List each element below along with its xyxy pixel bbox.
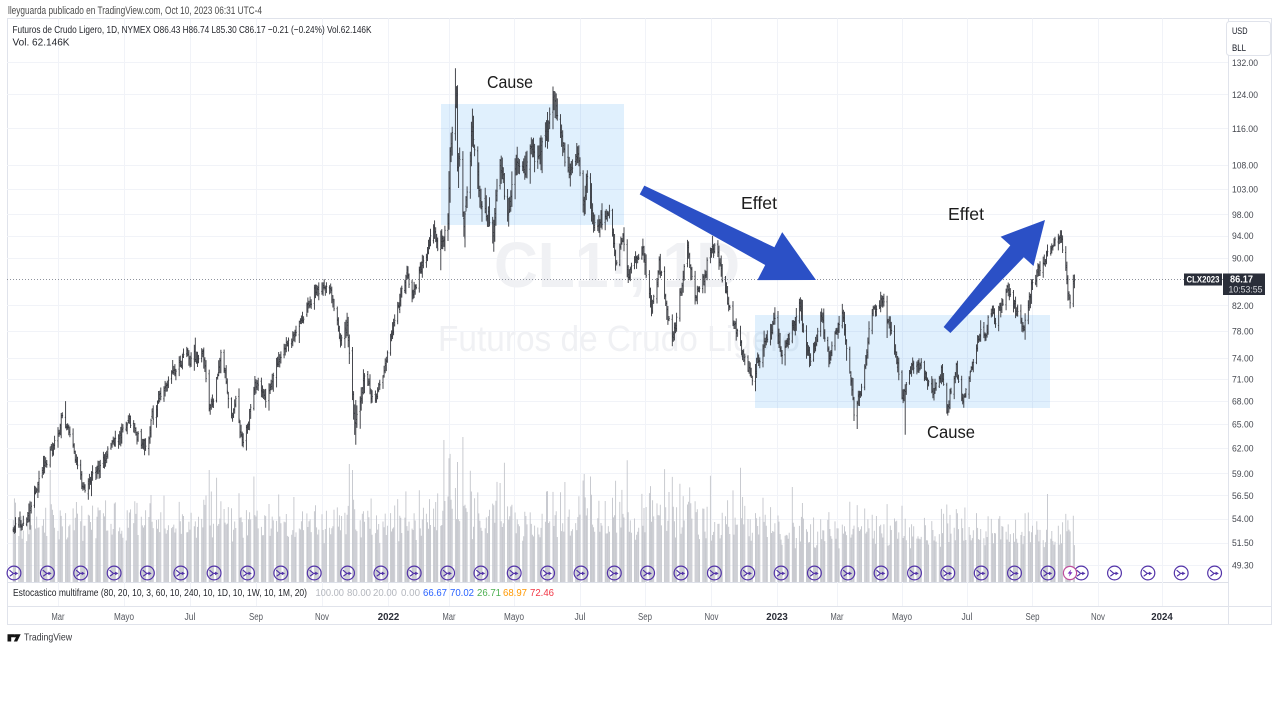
svg-text:10:53:55: 10:53:55 [1229, 285, 1263, 295]
svg-text:124.00: 124.00 [1232, 90, 1258, 101]
svg-text:Effet: Effet [741, 193, 777, 213]
svg-text:90.00: 90.00 [1232, 253, 1254, 264]
svg-text:Vol. 62.146K: Vol. 62.146K [13, 37, 70, 49]
svg-text:Jul: Jul [962, 612, 973, 623]
svg-text:116.00: 116.00 [1232, 124, 1258, 135]
svg-text:lleyguarda publicado en Tradin: lleyguarda publicado en TradingView.com,… [8, 5, 262, 17]
svg-text:Futuros de Crudo Ligero, 1D, N: Futuros de Crudo Ligero, 1D, NYMEX O86.4… [13, 24, 372, 36]
svg-text:Futuros de Crudo Ligero: Futuros de Crudo Ligero [438, 318, 800, 359]
svg-text:86.17: 86.17 [1230, 275, 1253, 286]
svg-text:Estocastico multiframe (80, 20: Estocastico multiframe (80, 20, 10, 3, 6… [13, 587, 307, 599]
svg-text:132.00: 132.00 [1232, 58, 1258, 69]
svg-text:Sep: Sep [1026, 612, 1040, 623]
svg-text:Mar: Mar [52, 612, 65, 623]
svg-text:74.00: 74.00 [1232, 353, 1254, 364]
svg-text:103.00: 103.00 [1232, 185, 1258, 196]
svg-text:Jul: Jul [575, 612, 586, 623]
svg-text:59.00: 59.00 [1232, 469, 1254, 480]
svg-text:65.00: 65.00 [1232, 419, 1254, 430]
svg-text:Nov: Nov [315, 612, 329, 623]
svg-text:26.71: 26.71 [477, 588, 501, 599]
svg-text:108.00: 108.00 [1232, 160, 1258, 171]
svg-text:0.00: 0.00 [401, 588, 420, 599]
svg-text:82.00: 82.00 [1232, 301, 1254, 312]
svg-text:Effet: Effet [948, 204, 984, 224]
svg-text:Cause: Cause [927, 422, 975, 442]
svg-text:100.00: 100.00 [316, 588, 345, 599]
svg-text:68.00: 68.00 [1232, 396, 1254, 407]
svg-text:Sep: Sep [249, 612, 263, 623]
svg-text:54.00: 54.00 [1232, 514, 1254, 525]
svg-text:Mar: Mar [831, 612, 844, 623]
svg-text:Jul: Jul [185, 612, 196, 623]
svg-text:98.00: 98.00 [1232, 210, 1254, 221]
svg-text:2022: 2022 [378, 612, 400, 623]
svg-text:Nov: Nov [705, 612, 719, 623]
svg-text:Mar: Mar [443, 612, 456, 623]
svg-text:Sep: Sep [638, 612, 652, 623]
svg-text:TradingView: TradingView [24, 632, 72, 644]
svg-text:Mayo: Mayo [504, 612, 524, 623]
svg-text:Nov: Nov [1091, 612, 1105, 623]
svg-text:80.00: 80.00 [347, 588, 371, 599]
svg-text:62.00: 62.00 [1232, 444, 1254, 455]
svg-text:66.67: 66.67 [423, 588, 447, 599]
svg-text:94.00: 94.00 [1232, 231, 1254, 242]
svg-text:56.50: 56.50 [1232, 491, 1254, 502]
svg-text:USD: USD [1232, 26, 1248, 37]
svg-text:78.00: 78.00 [1232, 326, 1254, 337]
svg-text:2024: 2024 [1151, 612, 1173, 623]
svg-text:71.00: 71.00 [1232, 374, 1254, 385]
svg-text:49.30: 49.30 [1232, 561, 1254, 572]
svg-text:Mayo: Mayo [892, 612, 912, 623]
svg-text:70.02: 70.02 [450, 588, 474, 599]
svg-text:CLX2023: CLX2023 [1187, 275, 1220, 285]
svg-text:51.50: 51.50 [1232, 538, 1254, 549]
svg-text:Cause: Cause [487, 72, 533, 92]
svg-text:68.97: 68.97 [503, 588, 527, 599]
svg-text:BLL: BLL [1232, 43, 1246, 54]
svg-text:Mayo: Mayo [114, 612, 134, 623]
svg-text:72.46: 72.46 [530, 588, 554, 599]
svg-text:2023: 2023 [766, 612, 788, 623]
svg-text:20.00: 20.00 [373, 588, 397, 599]
